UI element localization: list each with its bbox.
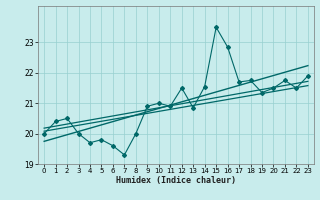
X-axis label: Humidex (Indice chaleur): Humidex (Indice chaleur)	[116, 176, 236, 185]
